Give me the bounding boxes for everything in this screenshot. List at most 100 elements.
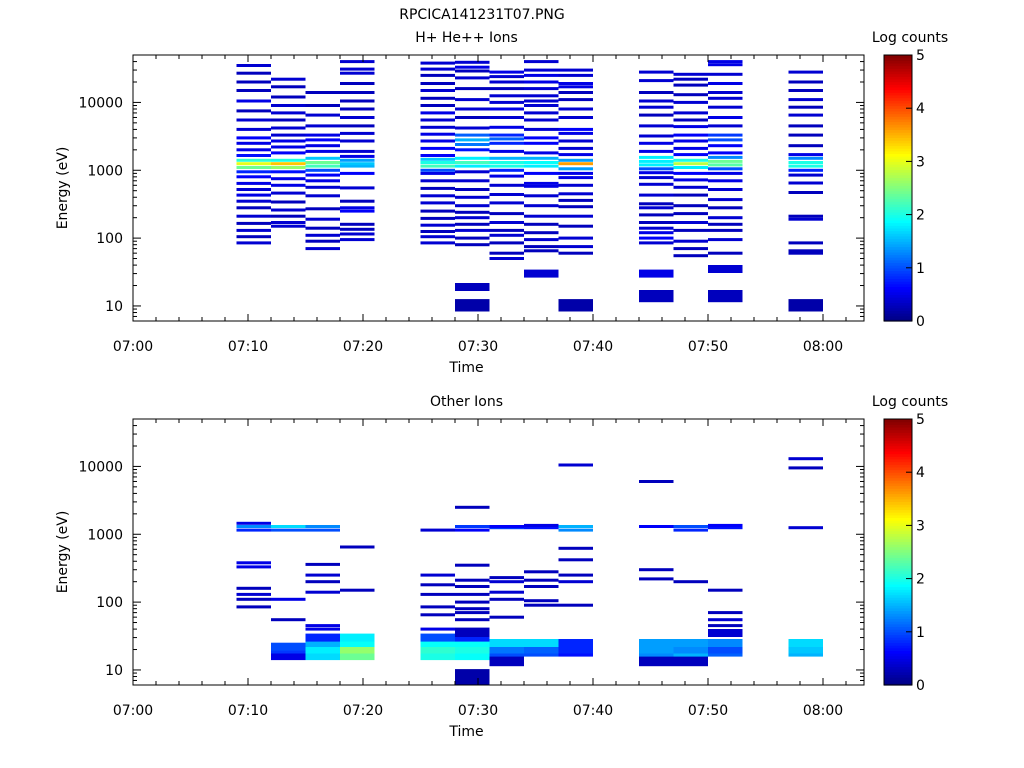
heatmap-cell [236, 199, 271, 203]
colorbar-step [884, 142, 912, 147]
heatmap-cell [708, 618, 743, 622]
heatmap-cell [455, 164, 490, 168]
colorbar-step [884, 573, 912, 577]
heatmap-cell [558, 91, 593, 94]
colorbar-step [884, 281, 912, 285]
heatmap-cell [708, 639, 743, 647]
heatmap-cell [673, 239, 708, 243]
colorbar-step [884, 70, 912, 75]
heatmap-cell [708, 629, 743, 637]
colorbar-step [884, 613, 912, 617]
heatmap-cell [639, 221, 674, 224]
heatmap-cell [455, 303, 490, 312]
heatmap-cell [305, 91, 340, 94]
colorbar-step [884, 520, 912, 524]
heatmap-cell [639, 124, 674, 128]
heatmap-cell [455, 143, 490, 146]
heatmap-cell [708, 105, 743, 109]
heatmap-cell [788, 161, 823, 164]
heatmap-cell [524, 127, 559, 131]
heatmap-cell [305, 217, 340, 221]
heatmap-cell [673, 171, 708, 175]
heatmap-cell [236, 221, 271, 225]
heatmap-cell [305, 562, 340, 566]
heatmap-cell [489, 100, 524, 104]
heatmap-cell [489, 645, 524, 654]
heatmap-cell [524, 161, 559, 164]
colorbar-step [884, 458, 912, 463]
colorbar-step [884, 203, 912, 208]
colorbar-step [884, 599, 912, 604]
heatmap-cell [455, 669, 490, 678]
panel-top: 07:00 07:10 07:20 07:30 07:40 07:50 08:0010100… [55, 30, 948, 376]
colorbar-step [884, 591, 912, 596]
heatmap-cell [271, 118, 306, 122]
colorbar-tick-label: 0 [916, 678, 925, 694]
heatmap-cell [788, 124, 823, 128]
colorbar-step [884, 145, 912, 149]
colorbar-step [884, 480, 912, 484]
heatmap-cell [236, 89, 271, 92]
heatmap-cell [455, 148, 490, 152]
heatmap-cell [524, 87, 559, 91]
heatmap-cell [489, 212, 524, 216]
colorbar-step [884, 89, 912, 93]
heatmap-cell [558, 158, 593, 162]
heatmap-cell [236, 193, 271, 197]
heatmap-cell [340, 60, 375, 64]
heatmap-cell [236, 141, 271, 145]
colorbar-tick-label: 1 [916, 625, 925, 641]
heatmap-cell [271, 145, 306, 149]
heatmap-cell [708, 198, 743, 202]
colorbar-step [884, 297, 912, 301]
heatmap-cell [340, 227, 375, 231]
heatmap-cell [558, 82, 593, 85]
heatmap-cell [305, 133, 340, 137]
heatmap-cell [673, 83, 708, 87]
colorbar-step [884, 639, 912, 644]
heatmap-cell [639, 159, 674, 163]
heatmap-cell [420, 528, 455, 532]
colorbar-tick-label: 0 [916, 314, 925, 330]
colorbar-step [884, 132, 912, 136]
heatmap-cell [524, 578, 559, 582]
heatmap-cell [340, 652, 375, 661]
heatmap-cell [558, 236, 593, 240]
colorbar-step [884, 501, 912, 505]
heatmap-cell [305, 149, 340, 153]
heatmap-cell [271, 528, 306, 532]
heatmap-cell [489, 257, 524, 260]
colorbar-label: Log counts [872, 30, 948, 46]
heatmap-cell [673, 100, 708, 104]
figure-title: RPCICA141231T07.PNG [399, 7, 564, 23]
heatmap-cell [271, 208, 306, 212]
heatmap-cell [455, 195, 490, 199]
heatmap-cell [420, 592, 455, 596]
colorbar-step [884, 618, 912, 622]
heatmap-cell [639, 241, 674, 245]
colorbar-step [884, 283, 912, 288]
colorbar-tick-label: 3 [916, 518, 925, 534]
heatmap-cell [524, 156, 559, 160]
heatmap-cell [788, 133, 823, 137]
heatmap-cell [305, 652, 340, 661]
colorbar-step [884, 490, 912, 495]
heatmap-cell [524, 164, 559, 168]
colorbar-step [884, 546, 912, 550]
heatmap-cell [788, 168, 823, 172]
panel-title: H+ He++ Ions [415, 30, 518, 46]
heatmap-cell [788, 191, 823, 194]
heatmap-cell [455, 60, 490, 64]
heatmap-cell [455, 188, 490, 191]
colorbar-step [884, 233, 912, 237]
heatmap-cell [558, 198, 593, 202]
heatmap-cell [708, 216, 743, 220]
heatmap-cell [455, 676, 490, 685]
heatmap-cell [558, 214, 593, 218]
colorbar-tick-label: 2 [916, 572, 925, 588]
heatmap-cell [708, 179, 743, 183]
heatmap-cell [455, 228, 490, 232]
colorbar-step [884, 259, 912, 264]
colorbar-step [884, 653, 912, 657]
colorbar-step [884, 140, 912, 144]
